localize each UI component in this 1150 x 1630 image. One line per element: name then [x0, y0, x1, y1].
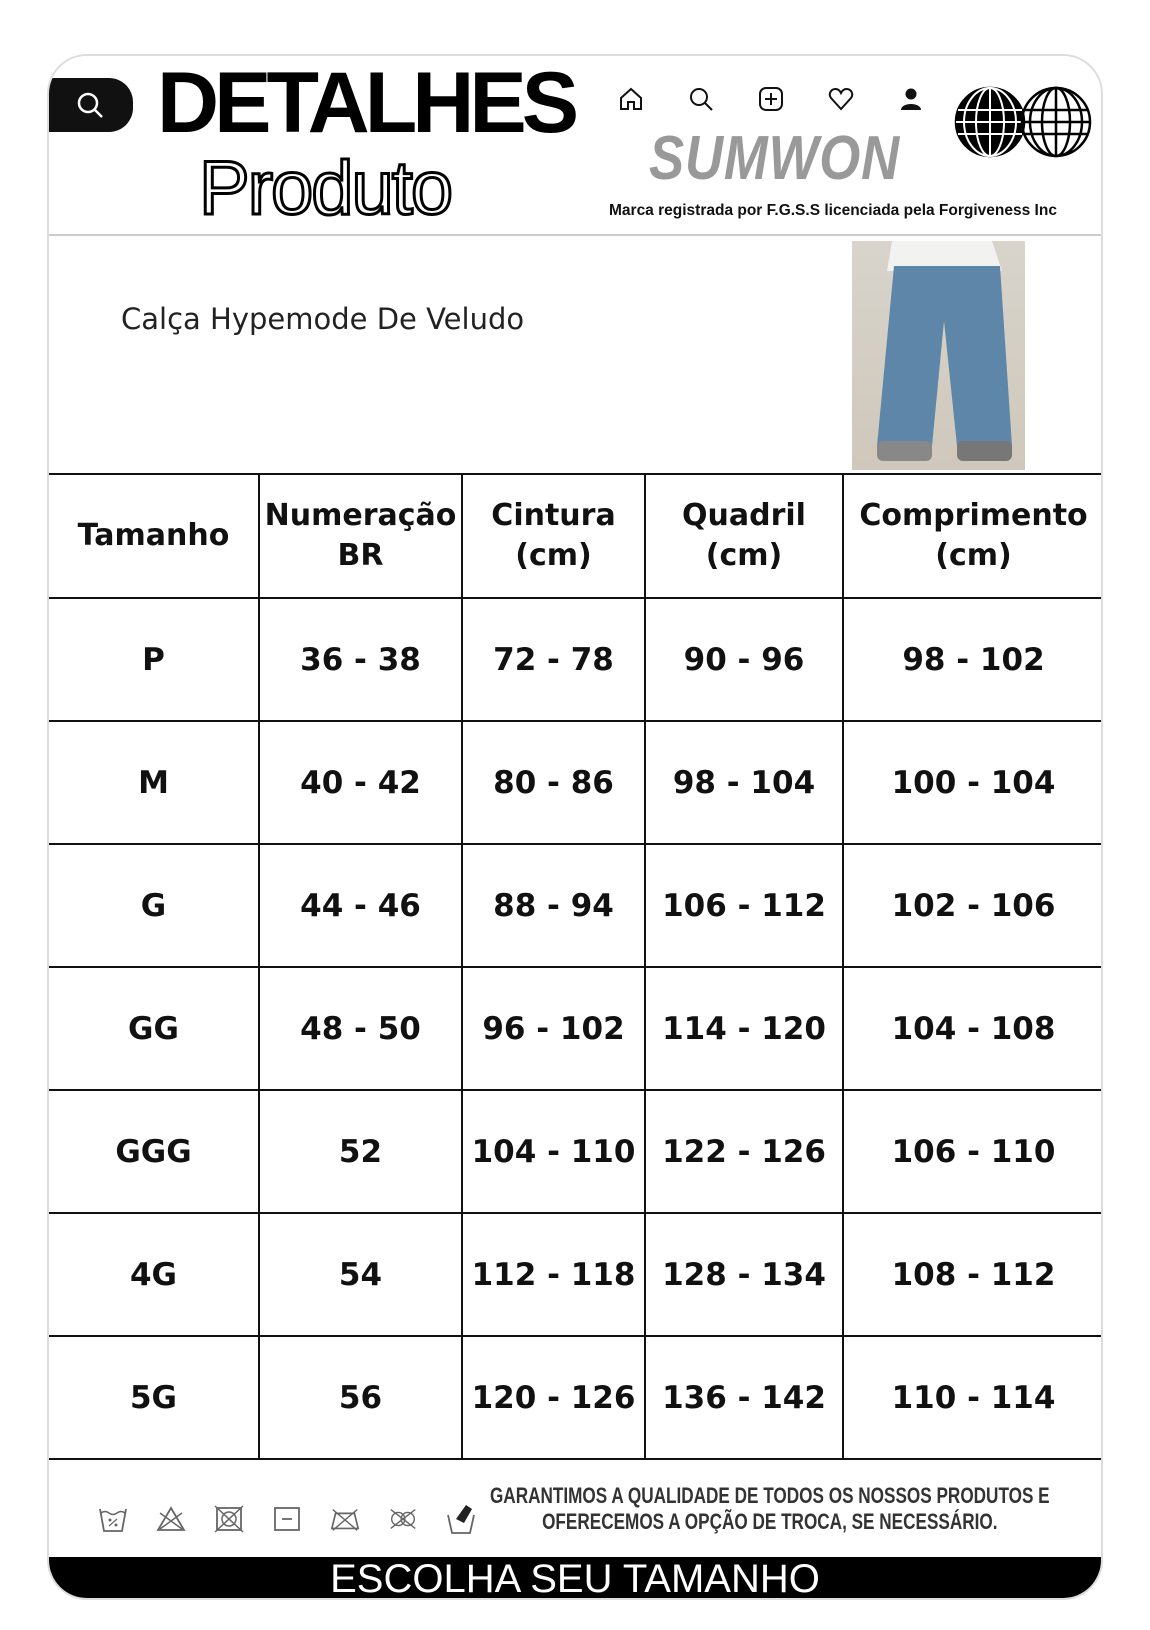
- table-row: M 40 - 42 80 - 86 98 - 104 100 - 104: [49, 720, 1101, 845]
- table-cell: 40 - 42: [258, 720, 463, 845]
- product-name: Calça Hypemode De Veludo: [121, 302, 525, 336]
- guarantee-line: GARANTIMOS A QUALIDADE DE TODOS OS NOSSO…: [489, 1483, 1050, 1508]
- heart-icon[interactable]: [824, 82, 858, 116]
- dry-flat-icon: [271, 1503, 303, 1535]
- no-dry-clean-icon: [387, 1503, 419, 1535]
- header-label: Comprimento: [859, 497, 1088, 533]
- table-cell: 98 - 104: [644, 720, 844, 845]
- table-cell: 120 - 126: [461, 1335, 646, 1460]
- search-icon: [77, 92, 103, 118]
- nav-icons: [614, 82, 928, 116]
- table-cell: 48 - 50: [258, 966, 463, 1091]
- table-cell: P: [49, 597, 260, 722]
- header-comprimento: Comprimento (cm): [842, 473, 1101, 599]
- product-image: [852, 241, 1025, 470]
- header-label: BR: [337, 538, 384, 573]
- home-icon[interactable]: [614, 82, 648, 116]
- search-icon[interactable]: [684, 82, 718, 116]
- header-label: Cintura: [491, 497, 616, 533]
- table-cell: 54: [258, 1212, 463, 1337]
- table-cell: 114 - 120: [644, 966, 844, 1091]
- table-row: GGG 52 104 - 110 122 - 126 106 - 110: [49, 1089, 1101, 1214]
- header: DETALHES Produto SUMWON Marca registrada…: [49, 56, 1101, 236]
- choose-size-banner: ESCOLHA SEU TAMANHO: [49, 1557, 1101, 1598]
- page-title: DETALHES: [157, 55, 579, 151]
- table-row: 5G 56 120 - 126 136 - 142 110 - 114: [49, 1335, 1101, 1460]
- guarantee-line: OFERECEMOS A OPÇÃO DE TROCA, SE NECESSÁR…: [542, 1509, 998, 1534]
- no-iron-icon: [329, 1503, 361, 1535]
- header-cintura: Cintura (cm): [461, 473, 646, 599]
- table-row: G 44 - 46 88 - 94 106 - 112 102 - 106: [49, 843, 1101, 968]
- no-tumble-dry-icon: [213, 1503, 245, 1535]
- table-cell: 106 - 110: [842, 1089, 1101, 1214]
- brand-logo: SUMWON: [649, 124, 901, 193]
- add-icon[interactable]: [754, 82, 788, 116]
- footer: GARANTIMOS A QUALIDADE DE TODOS OS NOSSO…: [49, 1463, 1101, 1557]
- user-icon[interactable]: [894, 82, 928, 116]
- page-subtitle: Produto: [197, 146, 454, 231]
- search-button[interactable]: [49, 78, 133, 132]
- care-icons: [97, 1503, 477, 1535]
- table-cell: 106 - 112: [644, 843, 844, 968]
- header-quadril: Quadril (cm): [644, 473, 844, 599]
- table-cell: 110 - 114: [842, 1335, 1101, 1460]
- header-tamanho: Tamanho: [49, 473, 260, 599]
- size-chart-card: DETALHES Produto SUMWON Marca registrada…: [47, 54, 1103, 1600]
- table-cell: 96 - 102: [461, 966, 646, 1091]
- table-cell: 5G: [49, 1335, 260, 1460]
- table-cell: 72 - 78: [461, 597, 646, 722]
- table-cell: 98 - 102: [842, 597, 1101, 722]
- table-cell: GG: [49, 966, 260, 1091]
- table-cell: G: [49, 843, 260, 968]
- table-cell: 52: [258, 1089, 463, 1214]
- table-row: P 36 - 38 72 - 78 90 - 96 98 - 102: [49, 597, 1101, 722]
- header-unit: (cm): [935, 538, 1012, 573]
- table-cell: 90 - 96: [644, 597, 844, 722]
- trademark-notice: Marca registrada por F.G.S.S licenciada …: [609, 202, 1057, 219]
- table-cell: GGG: [49, 1089, 260, 1214]
- table-cell: 104 - 110: [461, 1089, 646, 1214]
- table-cell: 56: [258, 1335, 463, 1460]
- table-cell: 100 - 104: [842, 720, 1101, 845]
- table-cell: 108 - 112: [842, 1212, 1101, 1337]
- table-cell: 4G: [49, 1212, 260, 1337]
- table-cell: 112 - 118: [461, 1212, 646, 1337]
- table-header-row: Tamanho Numeração BR Cintura (cm) Quadril (…: [49, 473, 1101, 599]
- hand-wash-icon: [445, 1503, 477, 1535]
- header-label: Quadril: [682, 497, 806, 533]
- product-row: Calça Hypemode De Veludo: [49, 236, 1101, 473]
- wash-30-icon: [97, 1503, 129, 1535]
- table-cell: 80 - 86: [461, 720, 646, 845]
- table-cell: 36 - 38: [258, 597, 463, 722]
- no-bleach-icon: [155, 1503, 187, 1535]
- table-cell: 128 - 134: [644, 1212, 844, 1337]
- size-table: Tamanho Numeração BR Cintura (cm) Quadril (…: [49, 473, 1101, 1460]
- header-label: Numeração: [264, 497, 457, 533]
- table-cell: 88 - 94: [461, 843, 646, 968]
- table-cell: 102 - 106: [842, 843, 1101, 968]
- table-cell: 122 - 126: [644, 1089, 844, 1214]
- guarantee-text: GARANTIMOS A QUALIDADE DE TODOS OS NOSSO…: [489, 1483, 1051, 1535]
- table-cell: M: [49, 720, 260, 845]
- table-cell: 136 - 142: [644, 1335, 844, 1460]
- table-cell: 44 - 46: [258, 843, 463, 968]
- table-cell: 104 - 108: [842, 966, 1101, 1091]
- header-unit: (cm): [515, 538, 592, 573]
- globe-icon: [954, 86, 1092, 158]
- table-row: 4G 54 112 - 118 128 - 134 108 - 112: [49, 1212, 1101, 1337]
- header-label: Tamanho: [77, 517, 230, 553]
- table-row: GG 48 - 50 96 - 102 114 - 120 104 - 108: [49, 966, 1101, 1091]
- header-numeracao: Numeração BR: [258, 473, 463, 599]
- globe-logo: [954, 84, 1094, 160]
- header-unit: (cm): [705, 538, 783, 573]
